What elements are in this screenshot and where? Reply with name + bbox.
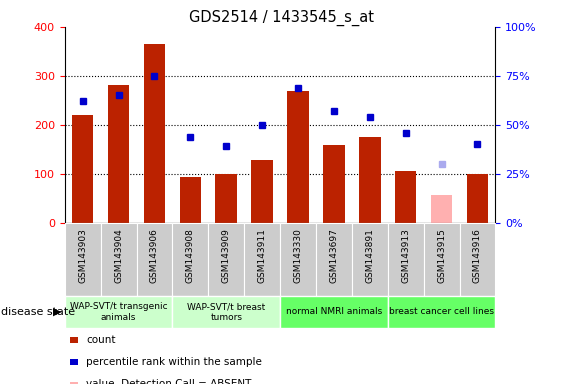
Text: disease state: disease state: [1, 307, 75, 317]
Text: GDS2514 / 1433545_s_at: GDS2514 / 1433545_s_at: [189, 10, 374, 26]
Bar: [144, 44, 166, 223]
Bar: [431, 195, 452, 223]
Bar: [108, 84, 129, 223]
Text: WAP-SVT/t breast
tumors: WAP-SVT/t breast tumors: [187, 302, 265, 322]
Bar: [287, 91, 309, 223]
Bar: [467, 174, 488, 223]
Text: ▶: ▶: [53, 307, 61, 317]
Bar: [352, 223, 388, 296]
Text: GSM143915: GSM143915: [437, 228, 446, 283]
Text: GSM143891: GSM143891: [365, 228, 374, 283]
Bar: [208, 223, 244, 296]
Text: GSM143911: GSM143911: [258, 228, 267, 283]
Bar: [216, 174, 237, 223]
Bar: [424, 223, 459, 296]
Bar: [280, 296, 388, 328]
Text: GSM143908: GSM143908: [186, 228, 195, 283]
Text: GSM143903: GSM143903: [78, 228, 87, 283]
Text: GSM143330: GSM143330: [293, 228, 302, 283]
Bar: [280, 223, 316, 296]
Bar: [395, 171, 417, 223]
Bar: [172, 296, 280, 328]
Text: GSM143697: GSM143697: [329, 228, 338, 283]
Text: normal NMRI animals: normal NMRI animals: [286, 308, 382, 316]
Text: GSM143913: GSM143913: [401, 228, 410, 283]
Bar: [388, 223, 424, 296]
Text: count: count: [86, 335, 115, 345]
Bar: [359, 137, 381, 223]
Bar: [65, 223, 101, 296]
Text: GSM143909: GSM143909: [222, 228, 231, 283]
Bar: [65, 296, 172, 328]
Bar: [180, 177, 201, 223]
Bar: [316, 223, 352, 296]
Bar: [323, 146, 345, 223]
Text: WAP-SVT/t transgenic
animals: WAP-SVT/t transgenic animals: [70, 302, 167, 322]
Text: value, Detection Call = ABSENT: value, Detection Call = ABSENT: [86, 379, 252, 384]
Text: GSM143906: GSM143906: [150, 228, 159, 283]
Text: percentile rank within the sample: percentile rank within the sample: [86, 357, 262, 367]
Bar: [459, 223, 495, 296]
Bar: [388, 296, 495, 328]
Bar: [172, 223, 208, 296]
Text: breast cancer cell lines: breast cancer cell lines: [389, 308, 494, 316]
Text: GSM143916: GSM143916: [473, 228, 482, 283]
Text: GSM143904: GSM143904: [114, 228, 123, 283]
Bar: [101, 223, 137, 296]
Bar: [72, 115, 93, 223]
Bar: [251, 160, 273, 223]
Bar: [137, 223, 172, 296]
Bar: [244, 223, 280, 296]
